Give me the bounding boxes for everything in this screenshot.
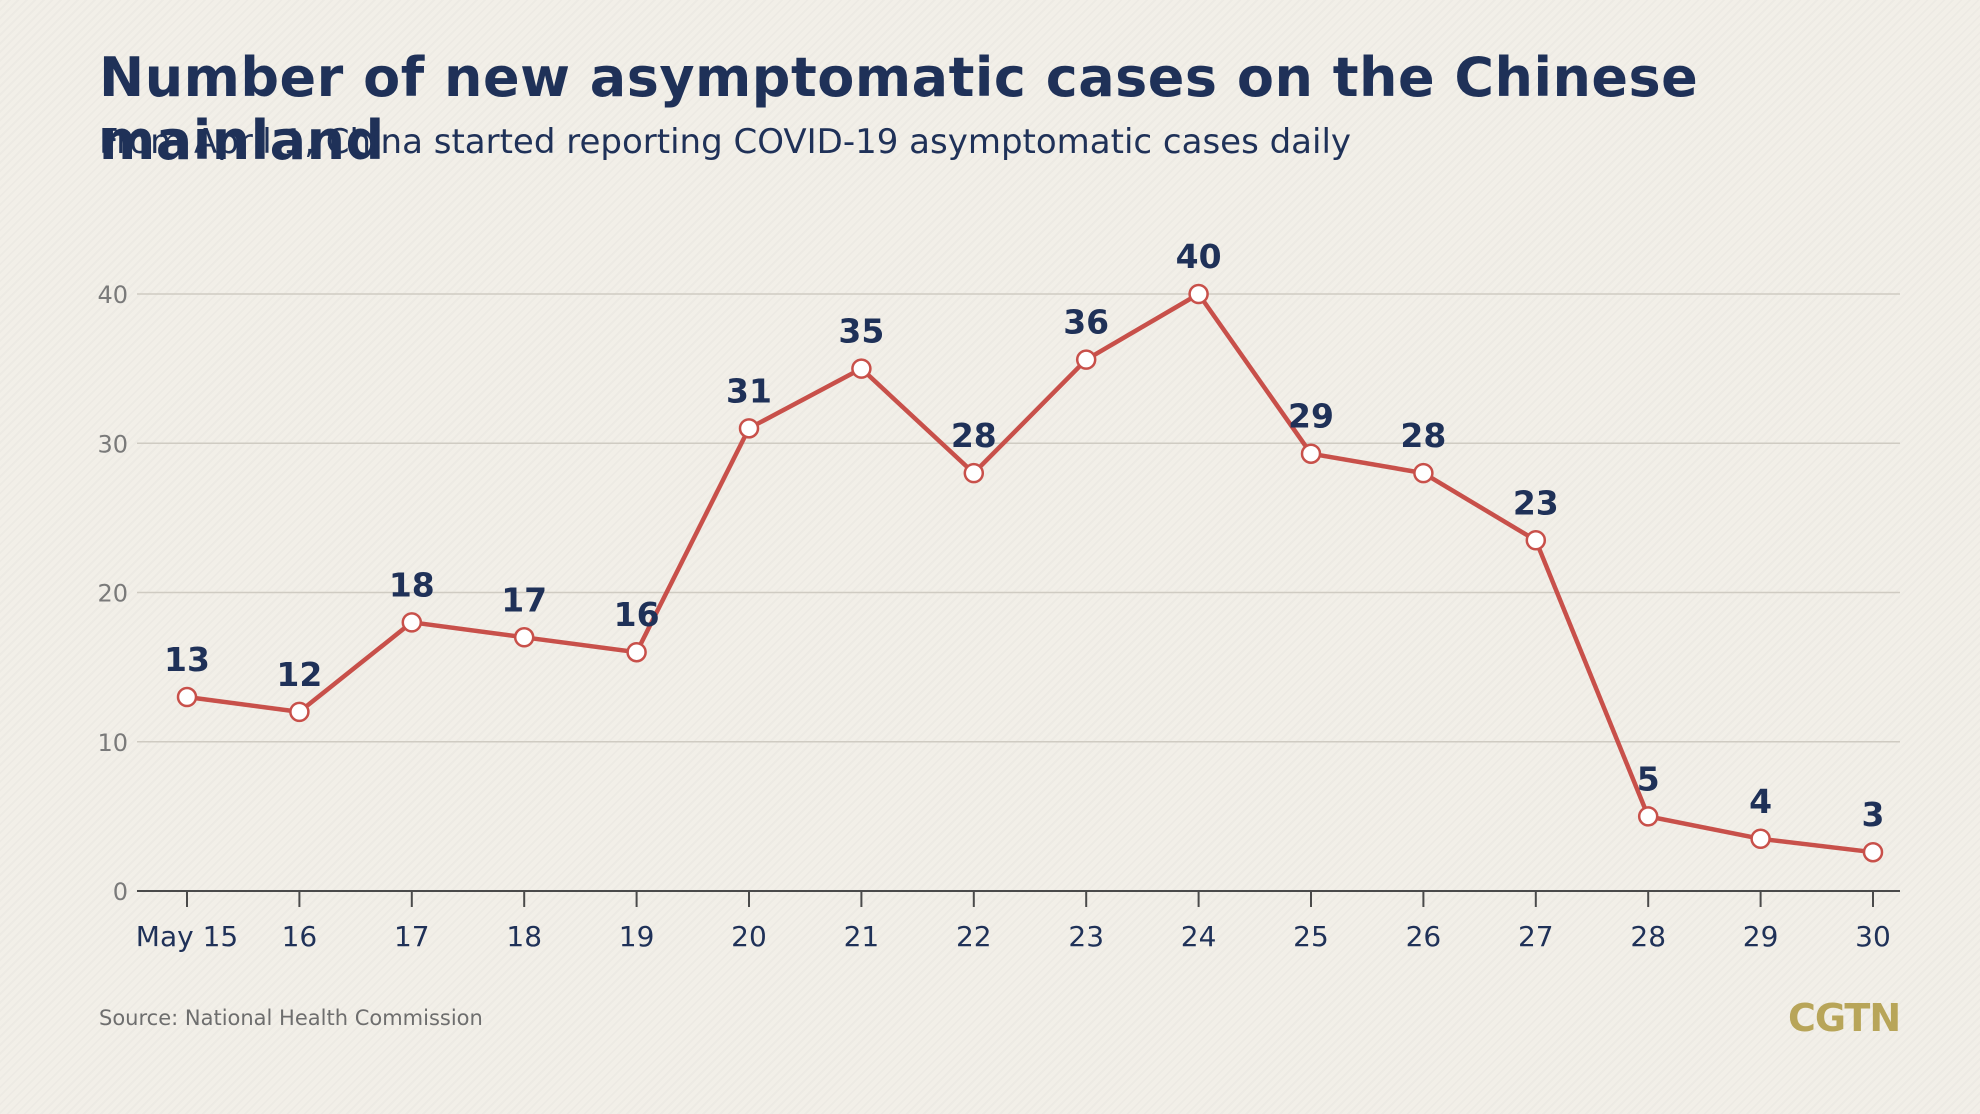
data-label: 5: [1637, 759, 1660, 798]
data-point: [1750, 828, 1771, 850]
x-tick-label: 21: [844, 920, 880, 953]
data-label: 28: [951, 416, 997, 455]
y-axis-ticks: 0 10 20 30 40: [97, 281, 128, 906]
data-label: 16: [614, 595, 660, 634]
data-point: [626, 641, 647, 663]
data-label: 40: [1176, 237, 1222, 276]
data-point: [851, 358, 872, 379]
data-point: [176, 686, 198, 708]
data-label: 36: [1063, 303, 1109, 342]
data-label: 35: [838, 312, 884, 351]
x-tick-label: 23: [1068, 920, 1104, 953]
data-label: 31: [726, 371, 772, 410]
x-tick-label: 22: [956, 920, 992, 953]
x-tick-label: 24: [1181, 920, 1217, 953]
y-tick-label: 20: [97, 580, 128, 608]
data-point: [1413, 462, 1434, 484]
source-note: Source: National Health Commission: [99, 1006, 483, 1030]
data-label: 13: [164, 640, 210, 679]
data-label: 17: [501, 580, 547, 619]
data-labels: 13 12 18 17 16 31 35 28 36 40 29 28 23 5 4 3: [164, 237, 1884, 834]
data-label: 18: [389, 565, 435, 604]
x-tick-label: 20: [731, 920, 767, 953]
x-tick-label: 16: [282, 920, 318, 953]
data-label: 12: [276, 655, 322, 694]
x-tick-label: 19: [619, 920, 655, 953]
data-point: [963, 462, 985, 484]
y-tick-label: 30: [97, 430, 128, 458]
data-label: 23: [1513, 483, 1559, 522]
grid-lines: [137, 293, 1900, 743]
data-point: [1862, 841, 1884, 863]
data-point: [1188, 283, 1209, 305]
data-point: [1637, 806, 1659, 827]
x-tick-label: 29: [1743, 920, 1779, 953]
x-tick-label: 18: [506, 920, 542, 953]
series-line: [186, 291, 1874, 855]
y-tick-label: 40: [97, 281, 128, 309]
chart-subtitle: From April 1, China started reporting CO…: [99, 122, 1352, 162]
data-label: 28: [1400, 416, 1446, 455]
data-point: [401, 612, 423, 633]
x-tick-label: 28: [1630, 920, 1666, 953]
x-tick-label: 17: [394, 920, 430, 953]
x-tick-label: May 15: [136, 920, 238, 953]
data-point: [1525, 530, 1547, 551]
data-point: [513, 627, 535, 648]
x-tick-label: 30: [1855, 920, 1891, 953]
data-label: 29: [1288, 397, 1334, 436]
x-tick-label: 26: [1406, 920, 1442, 953]
data-point: [1075, 349, 1097, 370]
data-point: [738, 418, 760, 439]
x-tick-label: 25: [1293, 920, 1329, 953]
data-label: 3: [1862, 795, 1885, 834]
data-markers: [176, 283, 1884, 863]
x-axis-ticks: May 15 16 17 18 19 20 21 22 23 24 25 26 27 28 29 30: [136, 891, 1891, 953]
data-label: 4: [1749, 782, 1772, 821]
chart-title: Number of new asymptomatic cases on the …: [99, 46, 1699, 172]
y-tick-label: 0: [113, 878, 128, 906]
cgtn-logo: CGTN: [1788, 996, 1901, 1040]
data-point: [289, 701, 310, 723]
data-point: [1300, 443, 1322, 464]
y-tick-label: 10: [97, 729, 128, 757]
x-tick-label: 27: [1518, 920, 1554, 953]
